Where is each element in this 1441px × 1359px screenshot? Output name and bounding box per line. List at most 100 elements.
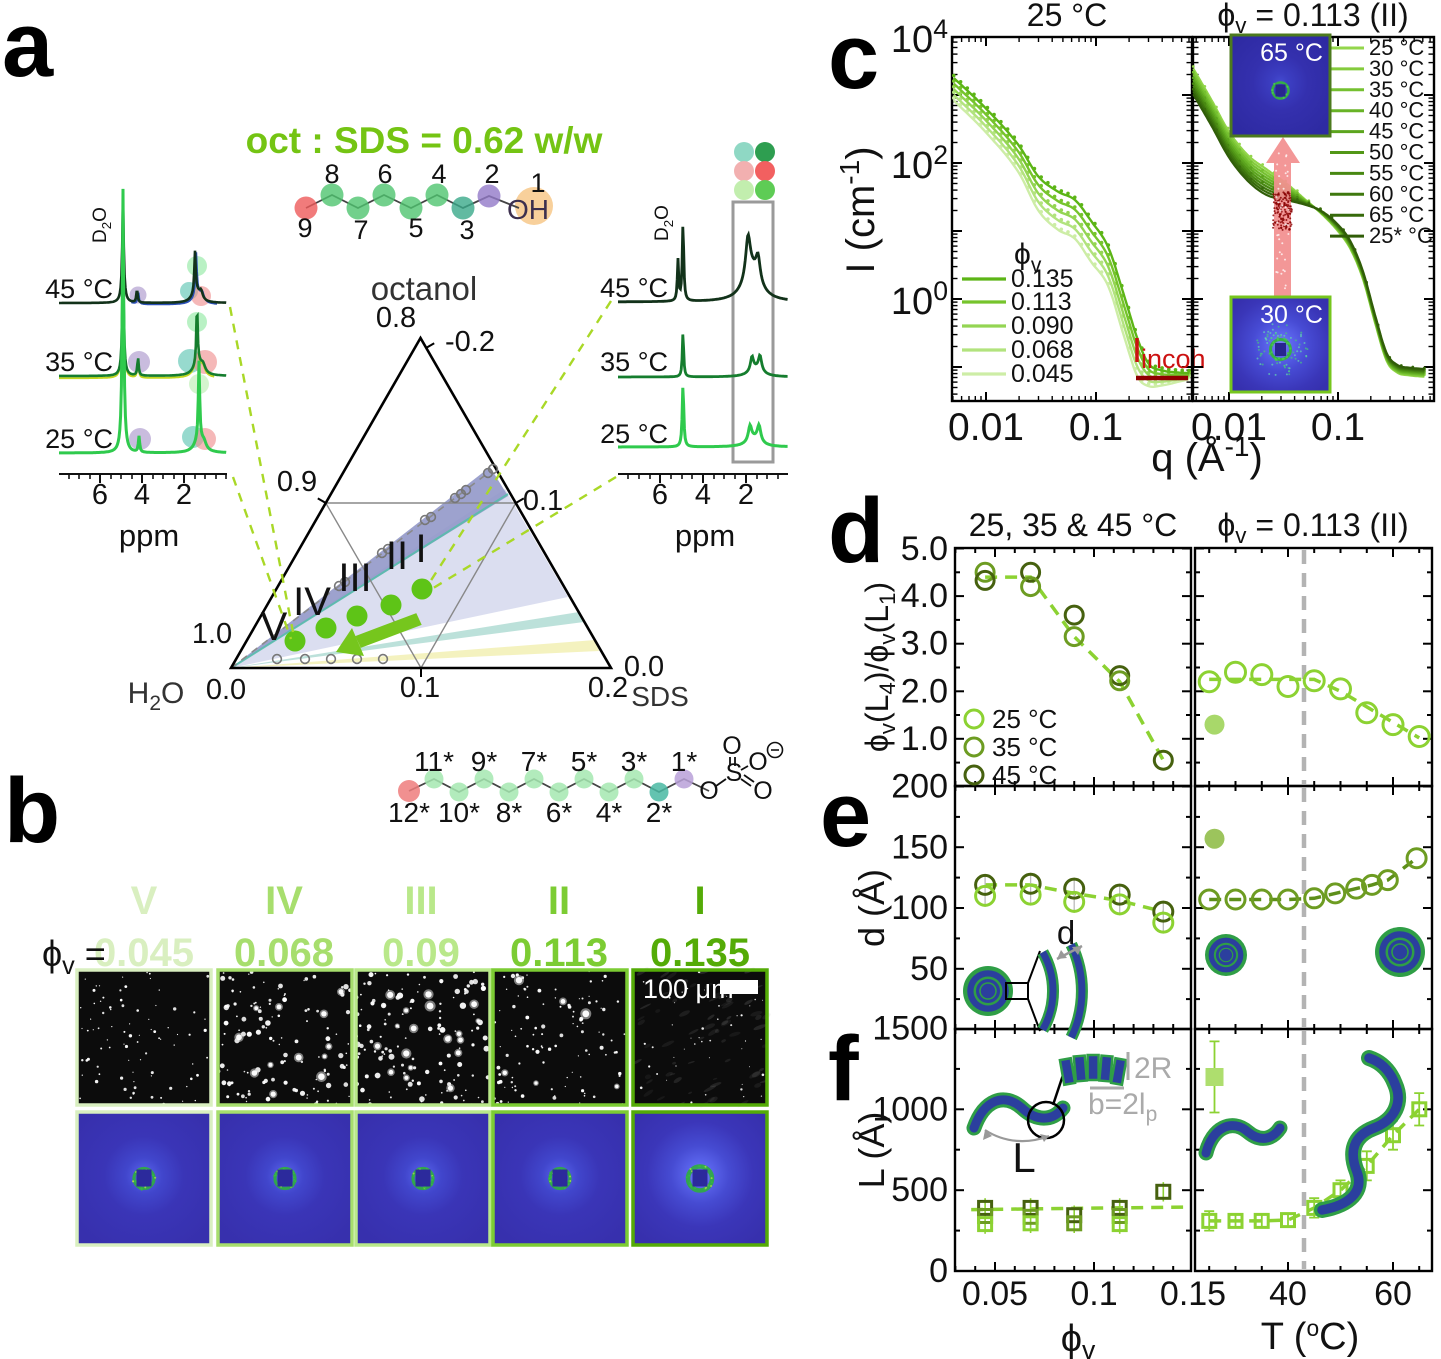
svg-text:O: O xyxy=(753,777,772,805)
svg-text:0.113: 0.113 xyxy=(510,931,608,975)
svg-text:d: d xyxy=(1057,914,1075,951)
svg-text:4: 4 xyxy=(134,479,150,511)
svg-text:50 °C: 50 °C xyxy=(1369,140,1424,165)
svg-text:ϕv: ϕv xyxy=(1061,1318,1096,1359)
svg-text:IV: IV xyxy=(265,879,303,923)
svg-text:V: V xyxy=(261,605,288,649)
svg-text:100 μm: 100 μm xyxy=(643,974,734,1004)
svg-text:6*: 6* xyxy=(546,797,573,828)
svg-text:60 °C: 60 °C xyxy=(1369,181,1424,206)
svg-text:7: 7 xyxy=(353,215,368,245)
svg-text:25 °C: 25 °C xyxy=(1369,35,1424,60)
svg-text:45 °C: 45 °C xyxy=(45,274,113,304)
svg-text:H2O: H2O xyxy=(128,677,185,715)
svg-text:40 °C: 40 °C xyxy=(1369,98,1424,123)
svg-text:a: a xyxy=(2,0,54,96)
svg-text:L (Å): L (Å) xyxy=(851,1112,892,1189)
svg-text:0.9: 0.9 xyxy=(277,466,317,498)
svg-text:L: L xyxy=(1012,1134,1035,1181)
svg-text:D2O: D2O xyxy=(652,205,676,241)
svg-text:ϕv = 0.113 (II): ϕv = 0.113 (II) xyxy=(1217,507,1408,548)
svg-text:6: 6 xyxy=(92,479,108,511)
svg-text:500: 500 xyxy=(891,1171,948,1209)
svg-text:30 °C: 30 °C xyxy=(1369,56,1424,81)
svg-text:5*: 5* xyxy=(571,746,598,777)
svg-text:35 °C: 35 °C xyxy=(600,347,668,377)
svg-text:55 °C: 55 °C xyxy=(1369,160,1424,185)
svg-text:0.113: 0.113 xyxy=(1011,288,1072,316)
svg-text:4*: 4* xyxy=(596,797,623,828)
svg-text:1000: 1000 xyxy=(872,1090,948,1128)
svg-text:50: 50 xyxy=(910,950,948,988)
svg-text:5.0: 5.0 xyxy=(901,530,948,568)
svg-text:octanol: octanol xyxy=(371,270,477,307)
svg-text:oct : SDS = 0.62 w/w: oct : SDS = 0.62 w/w xyxy=(246,120,603,161)
svg-text:2*: 2* xyxy=(646,797,673,828)
svg-text:0.2: 0.2 xyxy=(588,672,628,704)
svg-text:0.01: 0.01 xyxy=(1191,406,1267,449)
svg-text:30 °C: 30 °C xyxy=(1260,301,1323,329)
svg-text:2R: 2R xyxy=(1134,1052,1172,1085)
svg-text:d: d xyxy=(828,480,884,582)
svg-text:ppm: ppm xyxy=(675,518,735,553)
svg-text:0: 0 xyxy=(929,1252,948,1290)
svg-text:6: 6 xyxy=(377,159,392,189)
svg-text:0.1: 0.1 xyxy=(1069,406,1123,449)
svg-text:9*: 9* xyxy=(471,746,498,777)
svg-text:0.1: 0.1 xyxy=(1070,1275,1117,1313)
svg-text:25 °C: 25 °C xyxy=(1027,0,1107,33)
svg-text:0.1: 0.1 xyxy=(523,485,563,517)
svg-text:b=2lp: b=2lp xyxy=(1088,1088,1157,1126)
svg-text:I: I xyxy=(415,527,426,571)
svg-text:II: II xyxy=(386,534,408,578)
svg-text:ϕv = 0.113 (II): ϕv = 0.113 (II) xyxy=(1217,0,1408,38)
svg-text:8*: 8* xyxy=(496,797,523,828)
svg-text:25 °C: 25 °C xyxy=(45,424,113,454)
svg-text:7*: 7* xyxy=(521,746,548,777)
svg-text:O: O xyxy=(699,777,718,805)
svg-text:3.0: 3.0 xyxy=(901,625,948,663)
svg-text:45 °C: 45 °C xyxy=(992,760,1057,790)
svg-text:c: c xyxy=(828,6,879,108)
svg-text:d (Å): d (Å) xyxy=(851,869,892,947)
svg-text:f: f xyxy=(828,1018,859,1120)
svg-text:25* °C: 25* °C xyxy=(1369,223,1433,248)
svg-text:V: V xyxy=(131,879,158,923)
svg-text:25, 35 & 45 °C: 25, 35 & 45 °C xyxy=(969,507,1177,543)
svg-text:S: S xyxy=(726,759,743,787)
svg-text:200: 200 xyxy=(891,768,948,806)
svg-text:4.0: 4.0 xyxy=(901,577,948,615)
svg-text:0.05: 0.05 xyxy=(962,1275,1028,1313)
svg-text:0.135: 0.135 xyxy=(650,931,750,975)
svg-text:40: 40 xyxy=(1269,1275,1307,1313)
svg-text:b: b xyxy=(4,760,60,862)
svg-text:D2O: D2O xyxy=(90,207,114,243)
svg-text:0.135: 0.135 xyxy=(1011,265,1074,293)
svg-text:45 °C: 45 °C xyxy=(1369,119,1424,144)
svg-text:0.1: 0.1 xyxy=(400,672,440,704)
svg-text:2.0: 2.0 xyxy=(901,672,948,710)
svg-text:0.15: 0.15 xyxy=(1160,1275,1226,1313)
svg-text:2: 2 xyxy=(738,479,754,511)
svg-text:35 °C: 35 °C xyxy=(45,347,113,377)
svg-text:25 °C: 25 °C xyxy=(992,704,1057,734)
svg-text:2: 2 xyxy=(176,479,192,511)
svg-text:O: O xyxy=(722,732,741,760)
svg-text:ϕv(L4)/ϕv(L1): ϕv(L4)/ϕv(L1) xyxy=(859,582,900,752)
svg-text:6: 6 xyxy=(652,479,668,511)
svg-text:100: 100 xyxy=(891,889,948,927)
svg-text:incoh: incoh xyxy=(1141,344,1206,374)
svg-text:12*: 12* xyxy=(388,797,430,828)
svg-text:1.0: 1.0 xyxy=(901,720,948,758)
svg-text:0.1: 0.1 xyxy=(1311,406,1365,449)
svg-text:IV: IV xyxy=(293,580,331,624)
svg-text:0.090: 0.090 xyxy=(1011,312,1074,340)
svg-text:1: 1 xyxy=(530,168,545,198)
svg-text:ppm: ppm xyxy=(119,518,179,553)
svg-text:35 °C: 35 °C xyxy=(1369,77,1424,102)
svg-text:65 °C: 65 °C xyxy=(1369,202,1424,227)
svg-text:9: 9 xyxy=(297,213,312,243)
svg-text:35 °C: 35 °C xyxy=(992,732,1057,762)
svg-text:T (oC): T (oC) xyxy=(1261,1315,1360,1358)
svg-text:0.01: 0.01 xyxy=(948,406,1024,449)
